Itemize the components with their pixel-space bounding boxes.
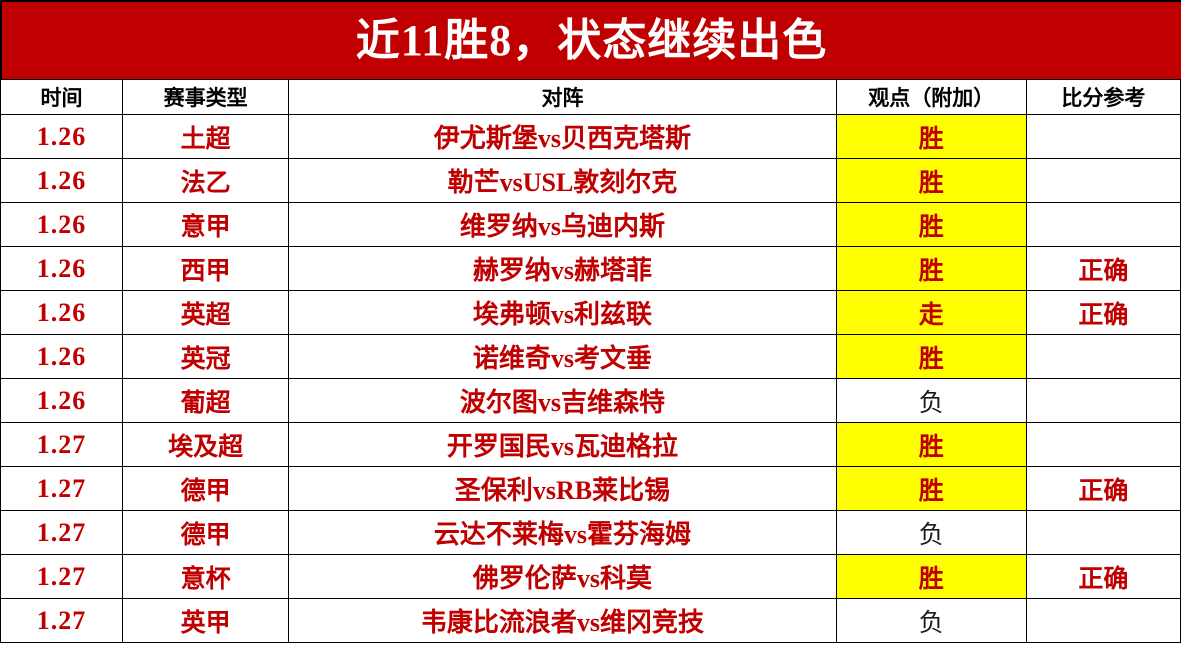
cell-match: 勒芒vsUSL敦刻尔克 bbox=[288, 158, 837, 203]
cell-league: 埃及超 bbox=[122, 422, 290, 467]
cell-score bbox=[1025, 510, 1182, 555]
cell-league: 德甲 bbox=[122, 466, 290, 511]
table-body: 1.26 土超 伊尤斯堡vs贝西克塔斯胜 1.26 法乙 勒芒vsUSL敦刻尔克胜 1.26… bbox=[0, 114, 1182, 643]
cell-view-highlighted: 胜 bbox=[835, 202, 1027, 247]
cell-league: 英超 bbox=[122, 290, 290, 335]
cell-view-highlighted: 胜 bbox=[835, 114, 1027, 159]
column-header-score[interactable]: 比分参考 bbox=[1025, 79, 1182, 115]
table-row: 1.26 西甲 赫罗纳vs赫塔菲胜正确 bbox=[0, 246, 1182, 291]
cell-time: 1.26 bbox=[0, 202, 124, 247]
cell-league: 英甲 bbox=[122, 598, 290, 643]
cell-view-highlighted: 胜 bbox=[835, 158, 1027, 203]
cell-time: 1.26 bbox=[0, 334, 124, 379]
cell-view-highlighted: 胜 bbox=[835, 246, 1027, 291]
table-header: 时间 赛事类型 对阵 观点（附加） 比分参考 bbox=[0, 79, 1182, 115]
cell-match: 赫罗纳vs赫塔菲 bbox=[288, 246, 837, 291]
table-row: 1.26 土超 伊尤斯堡vs贝西克塔斯胜 bbox=[0, 114, 1182, 159]
cell-score bbox=[1025, 334, 1182, 379]
cell-match: 开罗国民vs瓦迪格拉 bbox=[288, 422, 837, 467]
table-row: 1.27 德甲 圣保利vsRB莱比锡胜正确 bbox=[0, 466, 1182, 511]
table-row: 1.27 德甲 云达不莱梅vs霍芬海姆负 bbox=[0, 510, 1182, 555]
cell-score bbox=[1025, 158, 1182, 203]
cell-match: 诺维奇vs考文垂 bbox=[288, 334, 837, 379]
cell-match: 维罗纳vs乌迪内斯 bbox=[288, 202, 837, 247]
cell-time: 1.26 bbox=[0, 114, 124, 159]
cell-score bbox=[1025, 378, 1182, 423]
cell-score: 正确 bbox=[1025, 246, 1182, 291]
cell-time: 1.27 bbox=[0, 554, 124, 599]
cell-time: 1.26 bbox=[0, 290, 124, 335]
cell-match: 埃弗顿vs利兹联 bbox=[288, 290, 837, 335]
table-row: 1.27 意杯 佛罗伦萨vs科莫胜正确 bbox=[0, 554, 1182, 599]
cell-time: 1.26 bbox=[0, 158, 124, 203]
cell-time: 1.27 bbox=[0, 422, 124, 467]
cell-view-highlighted: 胜 bbox=[835, 334, 1027, 379]
cell-league: 土超 bbox=[122, 114, 290, 159]
cell-match: 波尔图vs吉维森特 bbox=[288, 378, 837, 423]
cell-time: 1.26 bbox=[0, 246, 124, 291]
cell-score bbox=[1025, 598, 1182, 643]
cell-match: 伊尤斯堡vs贝西克塔斯 bbox=[288, 114, 837, 159]
cell-time: 1.27 bbox=[0, 598, 124, 643]
column-header-view[interactable]: 观点（附加） bbox=[835, 79, 1027, 115]
cell-match: 韦康比流浪者vs维冈竞技 bbox=[288, 598, 837, 643]
cell-time: 1.26 bbox=[0, 378, 124, 423]
cell-time: 1.27 bbox=[0, 510, 124, 555]
page-title: 近11胜8，状态继续出色 bbox=[355, 15, 828, 65]
cell-league: 西甲 bbox=[122, 246, 290, 291]
cell-league: 英冠 bbox=[122, 334, 290, 379]
cell-score: 正确 bbox=[1025, 554, 1182, 599]
table-row: 1.27 埃及超 开罗国民vs瓦迪格拉胜 bbox=[0, 422, 1182, 467]
header-row: 时间 赛事类型 对阵 观点（附加） 比分参考 bbox=[0, 79, 1182, 115]
table-row: 1.26 法乙 勒芒vsUSL敦刻尔克胜 bbox=[0, 158, 1182, 203]
cell-match: 圣保利vsRB莱比锡 bbox=[288, 466, 837, 511]
column-header-match[interactable]: 对阵 bbox=[288, 79, 837, 115]
predictions-table: 时间 赛事类型 对阵 观点（附加） 比分参考 1.26 土超 伊尤斯堡vs贝西克塔斯… bbox=[0, 79, 1182, 643]
column-header-time[interactable]: 时间 bbox=[0, 79, 124, 115]
table-row: 1.26 英冠 诺维奇vs考文垂胜 bbox=[0, 334, 1182, 379]
cell-league: 意甲 bbox=[122, 202, 290, 247]
table-row: 1.26 英超 埃弗顿vs利兹联走正确 bbox=[0, 290, 1182, 335]
table-row: 1.27 英甲 韦康比流浪者vs维冈竞技负 bbox=[0, 598, 1182, 643]
cell-view: 负 bbox=[835, 510, 1027, 555]
cell-score bbox=[1025, 114, 1182, 159]
cell-view-highlighted: 走 bbox=[835, 290, 1027, 335]
cell-view-highlighted: 胜 bbox=[835, 422, 1027, 467]
banner: 近11胜8，状态继续出色 bbox=[0, 0, 1181, 79]
table-row: 1.26 葡超 波尔图vs吉维森特负 bbox=[0, 378, 1182, 423]
cell-view: 负 bbox=[835, 598, 1027, 643]
column-header-league[interactable]: 赛事类型 bbox=[122, 79, 290, 115]
cell-league: 德甲 bbox=[122, 510, 290, 555]
cell-league: 葡超 bbox=[122, 378, 290, 423]
table-row: 1.26 意甲 维罗纳vs乌迪内斯胜 bbox=[0, 202, 1182, 247]
cell-match: 佛罗伦萨vs科莫 bbox=[288, 554, 837, 599]
cell-time: 1.27 bbox=[0, 466, 124, 511]
cell-league: 意杯 bbox=[122, 554, 290, 599]
cell-league: 法乙 bbox=[122, 158, 290, 203]
cell-score bbox=[1025, 202, 1182, 247]
cell-score: 正确 bbox=[1025, 290, 1182, 335]
cell-score bbox=[1025, 422, 1182, 467]
cell-view: 负 bbox=[835, 378, 1027, 423]
cell-view-highlighted: 胜 bbox=[835, 554, 1027, 599]
cell-score: 正确 bbox=[1025, 466, 1182, 511]
cell-view-highlighted: 胜 bbox=[835, 466, 1027, 511]
cell-match: 云达不莱梅vs霍芬海姆 bbox=[288, 510, 837, 555]
